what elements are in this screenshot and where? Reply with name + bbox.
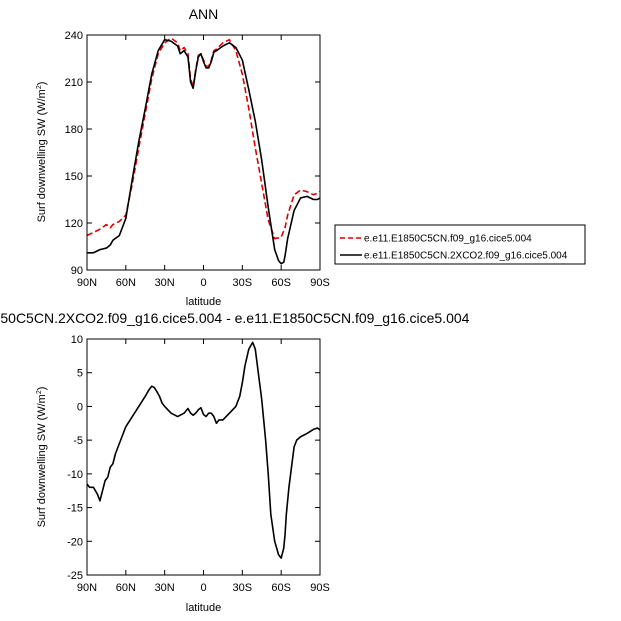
bottom-ytick-label: -10 <box>67 469 83 481</box>
bottom-ytick-label: -25 <box>67 570 83 582</box>
bottom-xtick-label: 60S <box>271 582 291 594</box>
top-xtick-label: 90N <box>77 277 97 289</box>
top-plot-area: 90N 60N 30N 0 30S 60S 90S 90 120 150 180 210 240 <box>65 30 330 289</box>
top-ytick-label: 210 <box>65 77 83 89</box>
bottom-chart: e.e11.E1850C5CN.2XCO2.f09_g16.cice5.004 … <box>0 310 470 614</box>
top-xtick-label: 30N <box>155 277 175 289</box>
legend-box <box>334 224 586 265</box>
bottom-x-axis-label: latitude <box>186 602 221 614</box>
bottom-xtick-label: 30S <box>233 582 253 594</box>
top-xtick-label: 30S <box>233 277 253 289</box>
legend-label-2xco2: e.e11.E1850C5CN.2XCO2.f09_g16.cice5.004 <box>364 251 568 262</box>
top-ytick-label: 180 <box>65 124 83 136</box>
bottom-ytick-label: -5 <box>73 435 83 447</box>
bottom-series-line-0 <box>86 341 321 559</box>
bottom-ytick-label: -20 <box>67 536 83 548</box>
top-chart-title: ANN <box>189 6 219 22</box>
legend: e.e11.E1850C5CN.f09_g16.cice5.004 e.e11.… <box>334 224 586 265</box>
bottom-plot-area: 90N 60N 30N 0 30S 60S 90S -25 -20 -15 -10 -5 0 5 10 <box>67 334 330 594</box>
top-xtick-label: 90S <box>310 277 330 289</box>
bottom-xtick-label: 30N <box>155 582 175 594</box>
bottom-xtick-label: 0 <box>200 582 206 594</box>
top-ytick-label: 120 <box>65 218 83 230</box>
top-series-line-0 <box>86 37 321 240</box>
bottom-ytick-label: 0 <box>77 401 83 413</box>
top-series-line-1 <box>87 38 321 265</box>
top-chart: ANN 90N 60N 30N 0 30S 60S 90S 90 120 150 180 210 240… <box>36 6 586 308</box>
top-ytick-label: 150 <box>65 171 83 183</box>
top-xtick-label: 0 <box>200 277 206 289</box>
bottom-xtick-label: 90N <box>77 582 97 594</box>
top-plot-frame <box>86 34 321 271</box>
bottom-chart-title: e.e11.E1850C5CN.2XCO2.f09_g16.cice5.004 … <box>0 310 470 326</box>
bottom-y-axis-label: Surf downwelling SW (W/m2) <box>36 387 48 528</box>
legend-label-control: e.e11.E1850C5CN.f09_g16.cice5.004 <box>364 234 532 245</box>
bottom-ytick-label: -15 <box>67 503 83 515</box>
bottom-plot-frame <box>86 338 321 576</box>
top-ytick-label: 90 <box>71 265 83 277</box>
top-xtick-label: 60S <box>271 277 291 289</box>
top-y-axis-label: Surf downwelling SW (W/m2) <box>36 82 48 223</box>
bottom-xtick-label: 60N <box>116 582 136 594</box>
top-xtick-label: 60N <box>116 277 136 289</box>
top-ytick-label: 240 <box>65 30 83 42</box>
bottom-ytick-label: 10 <box>71 334 83 346</box>
bottom-xtick-label: 90S <box>310 582 330 594</box>
bottom-ytick-label: 5 <box>77 368 83 380</box>
top-x-axis-label: latitude <box>186 296 221 308</box>
